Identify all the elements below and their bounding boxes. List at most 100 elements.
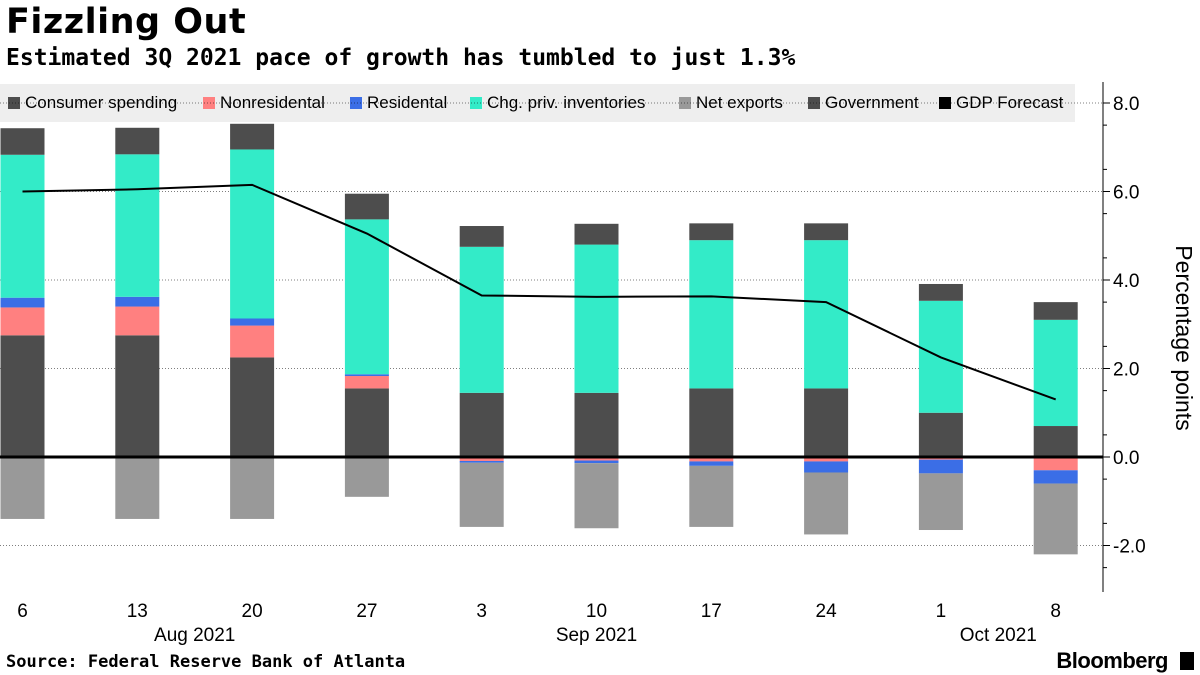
- x-month-label: Oct 2021: [960, 625, 1037, 646]
- x-tick-label: 3: [476, 601, 487, 622]
- y-tick-label: 2.0: [1113, 360, 1139, 381]
- legend: Consumer spending Nonresidental Resident…: [0, 84, 1075, 122]
- bar-segment-consumer-spending: [0, 335, 45, 457]
- legend-item-residental: Residental: [350, 93, 447, 113]
- bar-segment-nonresidental: [0, 307, 45, 336]
- brand-logo-text: Bloomberg: [1056, 648, 1168, 673]
- bar-segment-chg-priv-inventories: [115, 154, 160, 297]
- bar-segment-residental: [230, 318, 275, 326]
- bar-segment-government: [574, 223, 619, 245]
- bar-segment-net-exports: [804, 472, 849, 535]
- bar-segment-nonresidental: [230, 325, 275, 358]
- bar-segment-chg-priv-inventories: [1033, 319, 1078, 427]
- bar-segment-government: [344, 193, 389, 220]
- x-tick-label: 13: [127, 601, 148, 622]
- bar-segment-net-exports: [0, 457, 45, 519]
- legend-item-inventories: Chg. priv. inventories: [470, 93, 645, 113]
- bar-segment-net-exports: [574, 463, 619, 529]
- x-month-label: Sep 2021: [556, 625, 637, 646]
- legend-label: Nonresidental: [220, 93, 325, 112]
- legend-label: Consumer spending: [25, 93, 178, 112]
- legend-item-government: Government: [808, 93, 919, 113]
- bar-segment-consumer-spending: [574, 392, 619, 457]
- bar-segment-government: [230, 123, 275, 150]
- bar-segment-chg-priv-inventories: [230, 149, 275, 319]
- bar-segment-nonresidental: [115, 306, 160, 336]
- bar-segment-nonresidental: [459, 457, 504, 461]
- x-tick-label: 6: [17, 601, 28, 622]
- bar-segment-government: [0, 128, 45, 155]
- legend-swatch: [203, 97, 215, 109]
- y-tick-label: 4.0: [1113, 271, 1139, 292]
- legend-label: Government: [825, 93, 919, 112]
- bar-segment-residental: [918, 459, 963, 474]
- bar-segment-government: [115, 127, 160, 155]
- bar-segment-consumer-spending: [1033, 426, 1078, 457]
- bar-segment-government: [689, 223, 734, 241]
- bar-segment-chg-priv-inventories: [689, 240, 734, 389]
- bar-segment-residental: [0, 297, 45, 308]
- brand-terminal-icon: [1180, 652, 1194, 670]
- bar-segment-net-exports: [115, 457, 160, 519]
- x-tick-label: 20: [242, 601, 263, 622]
- bar-segment-chg-priv-inventories: [459, 246, 504, 393]
- bar-segment-residental: [574, 460, 619, 464]
- bar-segment-net-exports: [230, 457, 275, 519]
- bar-segment-net-exports: [1033, 483, 1078, 555]
- y-tick-label: 6.0: [1113, 183, 1139, 204]
- y-tick-label: -2.0: [1113, 537, 1146, 558]
- bar-segment-residental: [689, 461, 734, 466]
- bar-segment-consumer-spending: [804, 388, 849, 457]
- bar-segment-net-exports: [918, 473, 963, 531]
- x-tick-label: 17: [701, 601, 722, 622]
- chart-title: Fizzling Out: [6, 2, 247, 42]
- legend-label: Chg. priv. inventories: [487, 93, 646, 112]
- bar-segment-nonresidental: [1033, 457, 1078, 471]
- bar-segment-chg-priv-inventories: [344, 219, 389, 375]
- bar-segment-residental: [1033, 470, 1078, 484]
- bar-segment-government: [918, 283, 963, 301]
- chart-subtitle: Estimated 3Q 2021 pace of growth has tum…: [6, 45, 796, 71]
- x-tick-label: 8: [1050, 601, 1061, 622]
- bar-segment-net-exports: [459, 462, 504, 527]
- legend-swatch: [350, 97, 362, 109]
- legend-item-net-exports: Net exports: [679, 93, 783, 113]
- x-tick-label: 24: [816, 601, 838, 622]
- bar-segment-consumer-spending: [689, 388, 734, 457]
- legend-label: GDP Forecast: [956, 93, 1064, 112]
- gdp-forecast-line: [22, 183, 1057, 401]
- bar-segment-residental: [804, 461, 849, 473]
- bar-segment-consumer-spending: [918, 412, 963, 457]
- legend-label: Net exports: [696, 93, 783, 112]
- legend-item-consumer-spending: Consumer spending: [8, 93, 177, 113]
- x-month-label: Aug 2021: [154, 625, 235, 646]
- bar-segment-net-exports: [344, 457, 389, 497]
- bar-segment-chg-priv-inventories: [574, 244, 619, 393]
- bar-segment-chg-priv-inventories: [804, 240, 849, 389]
- bar-segment-residental: [344, 374, 389, 377]
- legend-label: Residental: [367, 93, 448, 112]
- x-tick-label: 1: [936, 601, 947, 622]
- bar-segment-chg-priv-inventories: [0, 154, 45, 298]
- bar-segment-nonresidental: [574, 457, 619, 461]
- bar-segment-government: [459, 226, 504, 247]
- legend-swatch: [8, 97, 20, 109]
- bar-segment-government: [1033, 302, 1078, 320]
- legend-item-nonresidental: Nonresidental: [203, 93, 325, 113]
- bar-segment-residental: [459, 460, 504, 463]
- bar-segment-consumer-spending: [459, 392, 504, 457]
- bar-segment-net-exports: [689, 465, 734, 527]
- bar-segment-nonresidental: [804, 457, 849, 462]
- bar-segment-consumer-spending: [115, 335, 160, 457]
- bar-segment-nonresidental: [689, 457, 734, 462]
- y-tick-label: 8.0: [1113, 94, 1139, 115]
- source-note: Source: Federal Reserve Bank of Atlanta: [6, 652, 406, 672]
- bar-segment-residental: [115, 296, 160, 307]
- y-axis-title: Percentage points: [1171, 245, 1197, 430]
- y-tick-label: 0.0: [1113, 448, 1139, 469]
- bar-segment-consumer-spending: [230, 357, 275, 457]
- bar-segment-consumer-spending: [344, 388, 389, 457]
- x-tick-label: 10: [586, 601, 607, 622]
- legend-swatch: [470, 97, 482, 109]
